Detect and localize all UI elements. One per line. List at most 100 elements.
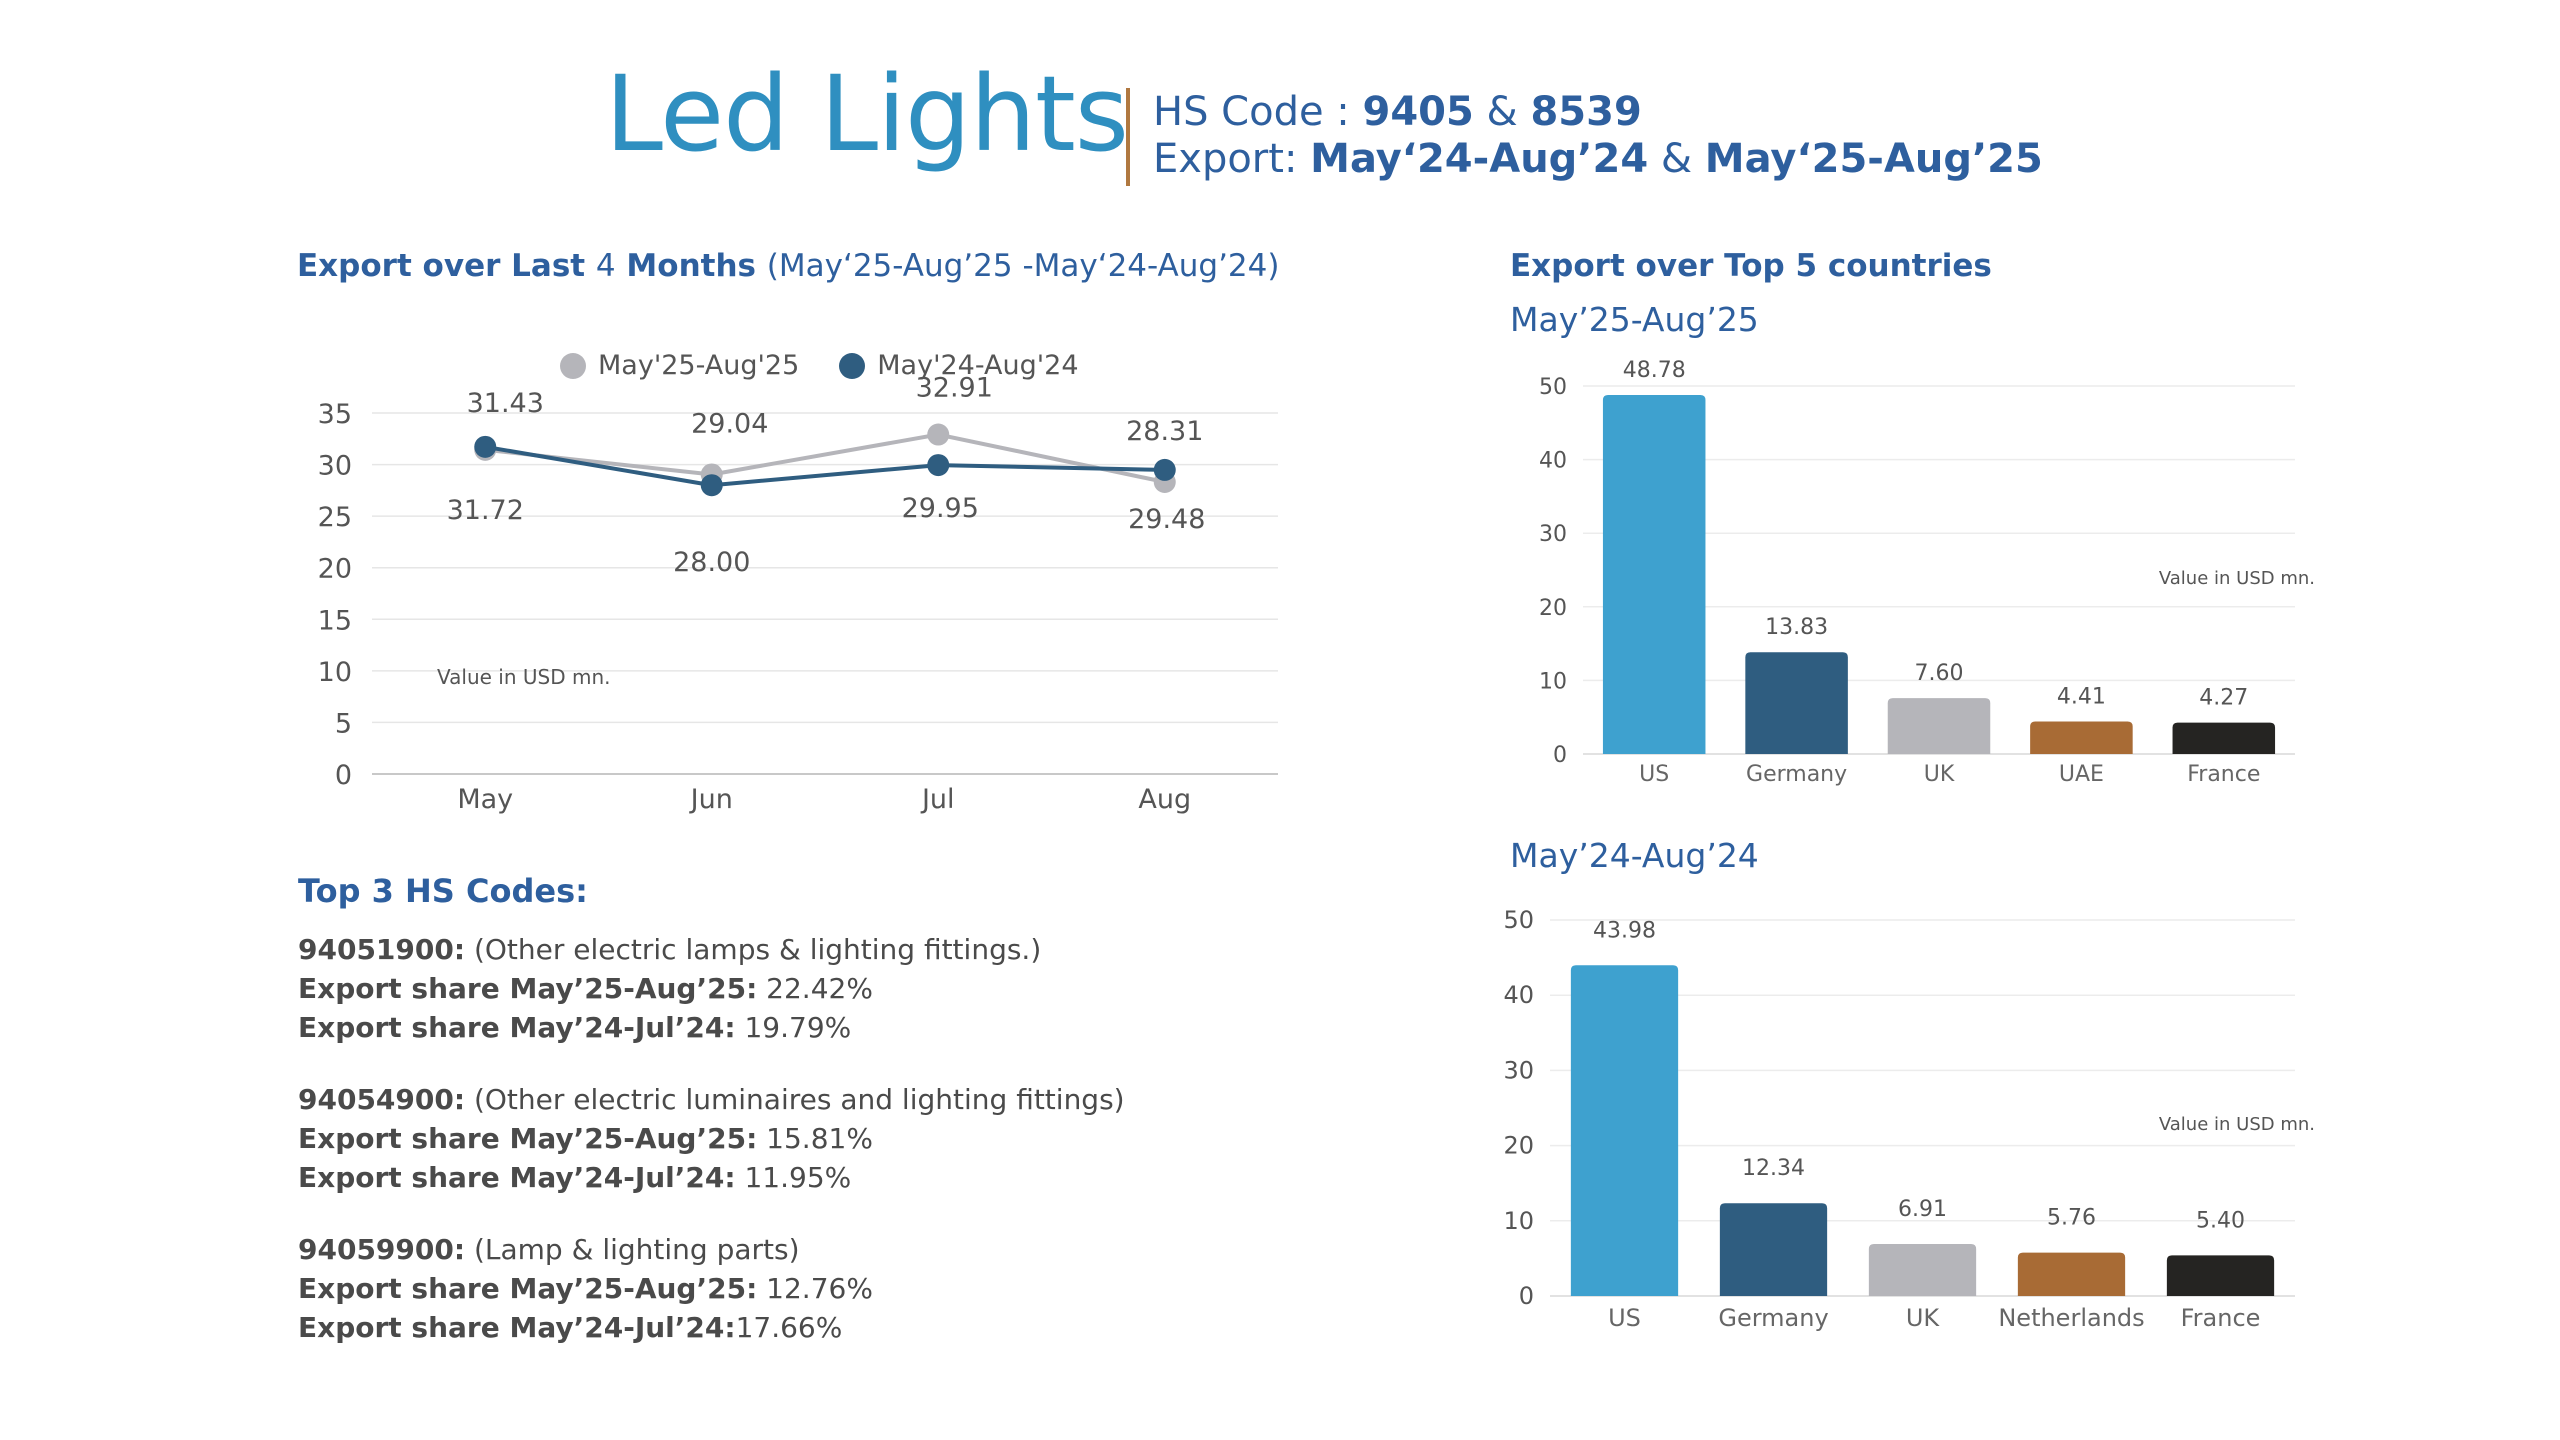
x-tick-label: UK <box>1906 1304 1941 1332</box>
x-tick-label: UK <box>1924 762 1955 787</box>
share-line-2025: Export share May’25-Aug’25: 12.76% <box>298 1269 873 1308</box>
share-line-2024: Export share May’24-Jul’24:17.66% <box>298 1308 873 1347</box>
hs-code-line: HS Code : 9405 & 8539 <box>1153 92 1642 132</box>
bar-value-label: 5.40 <box>2196 1208 2245 1233</box>
bar-us <box>1602 394 1706 754</box>
hs-code-line: 94054900: (Other electric luminaires and… <box>298 1080 1125 1119</box>
legend-dot-2025-icon <box>560 352 586 379</box>
data-point-2025 <box>927 423 950 446</box>
y-tick-label: 0 <box>1519 1282 1534 1310</box>
line-title-part-2: Months <box>615 248 767 284</box>
share-line-2024: Export share May’24-Jul’24: 11.95% <box>298 1158 1125 1197</box>
countries-title: Export over Top 5 countries <box>1510 248 1992 284</box>
x-tick-label: May <box>457 784 513 815</box>
data-label-2025: 32.91 <box>916 373 993 404</box>
bar-france <box>2172 722 2276 754</box>
y-tick-label: 10 <box>1503 1207 1534 1235</box>
bar-uae <box>2030 721 2133 754</box>
bar-uk <box>1887 698 1991 754</box>
share-label: Export share May’25-Aug’25: <box>298 1122 758 1155</box>
x-tick-label: US <box>1639 762 1669 787</box>
export-period-line: Export: May‘24-Aug’24 & May‘25-Aug’25 <box>1153 139 2043 179</box>
x-tick-label: Netherlands <box>1998 1304 2144 1332</box>
hs-code: 94051900: <box>298 933 466 966</box>
share-label: Export share May’24-Jul’24: <box>298 1161 736 1194</box>
share-value: 12.76% <box>757 1272 873 1305</box>
share-label: Export share May’25-Aug’25: <box>298 1272 758 1305</box>
hs-desc: (Other electric lamps & lighting fitting… <box>465 933 1042 966</box>
data-label-2024: 28.00 <box>673 547 750 578</box>
y-tick-label: 35 <box>318 399 352 430</box>
share-line-2025: Export share May’25-Aug’25: 22.42% <box>298 969 1041 1008</box>
x-tick-label: France <box>2181 1304 2261 1332</box>
share-label: Export share May’24-Jul’24: <box>298 1011 736 1044</box>
bar-france <box>2166 1255 2275 1296</box>
hs-desc: (Lamp & lighting parts) <box>465 1233 800 1266</box>
hs-code-item-3: 94059900: (Lamp & lighting parts) Export… <box>298 1230 873 1347</box>
page-title: Led Lights <box>605 53 1129 175</box>
period-2: May‘25-Aug’25 <box>1704 136 2043 182</box>
bar-netherlands <box>2017 1252 2126 1296</box>
bar-value-label: 4.27 <box>2199 686 2248 711</box>
legend-item-2025: May'25-Aug'25 <box>560 350 799 381</box>
y-tick-label: 40 <box>1539 449 1567 474</box>
legend-label-2025: May'25-Aug'25 <box>598 350 800 381</box>
period-1: May‘24-Aug’24 <box>1310 136 1649 182</box>
bar-value-label: 13.83 <box>1765 615 1828 640</box>
bar-germany <box>1745 652 1848 754</box>
hs-desc: (Other electric luminaires and lighting … <box>465 1083 1125 1116</box>
data-label-2025: 29.04 <box>691 408 768 439</box>
y-tick-label: 5 <box>335 708 352 739</box>
legend-item-2024: May'24-Aug'24 <box>839 350 1079 381</box>
hs-codes-heading: Top 3 HS Codes: <box>298 872 588 910</box>
y-tick-label: 30 <box>1539 522 1567 547</box>
line-title-period: (May‘25-Aug’25 -May‘24-Aug’24) <box>766 248 1280 284</box>
legend-label-2024: May'24-Aug'24 <box>877 350 1079 381</box>
y-tick-label: 15 <box>318 605 352 636</box>
line-title-num: 4 <box>595 248 616 284</box>
y-tick-label: 0 <box>335 760 352 791</box>
share-value: 11.95% <box>735 1161 852 1194</box>
y-tick-label: 25 <box>318 502 352 533</box>
series-line-2024 <box>484 444 1165 488</box>
countries-subtitle-2024: May’24-Aug’24 <box>1510 836 1759 875</box>
line-chart-title: Export over Last 4 Months (May‘25-Aug’25… <box>297 248 1279 284</box>
data-point-2024 <box>474 435 497 458</box>
data-label-2025: 31.43 <box>467 388 544 419</box>
hs-code-1: 9405 <box>1362 89 1474 135</box>
y-tick-label: 40 <box>1503 981 1534 1009</box>
x-tick-label: France <box>2187 762 2260 787</box>
share-value: 19.79% <box>735 1011 852 1044</box>
y-tick-label: 20 <box>1539 596 1567 621</box>
hs-amp: & <box>1473 89 1531 135</box>
unit-annotation: Value in USD mn. <box>437 665 610 689</box>
unit-annotation: Value in USD mn. <box>2159 568 2315 589</box>
export-label: Export: <box>1153 136 1311 182</box>
bar-value-label: 7.60 <box>1915 661 1964 686</box>
data-label-2025: 28.31 <box>1126 416 1203 447</box>
bar-us <box>1570 965 1679 1296</box>
hs-code-line: 94059900: (Lamp & lighting parts) <box>298 1230 873 1269</box>
hs-code-label: HS Code : <box>1153 89 1363 135</box>
y-tick-label: 20 <box>318 554 352 585</box>
hs-code-2: 8539 <box>1530 89 1642 135</box>
y-tick-label: 10 <box>318 657 352 688</box>
bar-value-label: 12.34 <box>1742 1156 1805 1181</box>
title-divider <box>1126 88 1130 186</box>
y-tick-label: 0 <box>1553 743 1567 768</box>
data-label-2024: 29.48 <box>1128 504 1205 535</box>
share-value: 22.42% <box>757 972 873 1005</box>
x-tick-label: Germany <box>1746 762 1847 787</box>
hs-code-item-2: 94054900: (Other electric luminaires and… <box>298 1080 1125 1197</box>
y-tick-label: 50 <box>1539 375 1567 400</box>
y-tick-label: 10 <box>1539 669 1567 694</box>
share-value: 17.66% <box>735 1311 843 1344</box>
x-tick-label: Germany <box>1718 1304 1828 1332</box>
series-line-2025 <box>485 432 1166 484</box>
hs-code: 94054900: <box>298 1083 466 1116</box>
data-point-2024 <box>1153 458 1176 481</box>
share-line-2024: Export share May’24-Jul’24: 19.79% <box>298 1008 1041 1047</box>
